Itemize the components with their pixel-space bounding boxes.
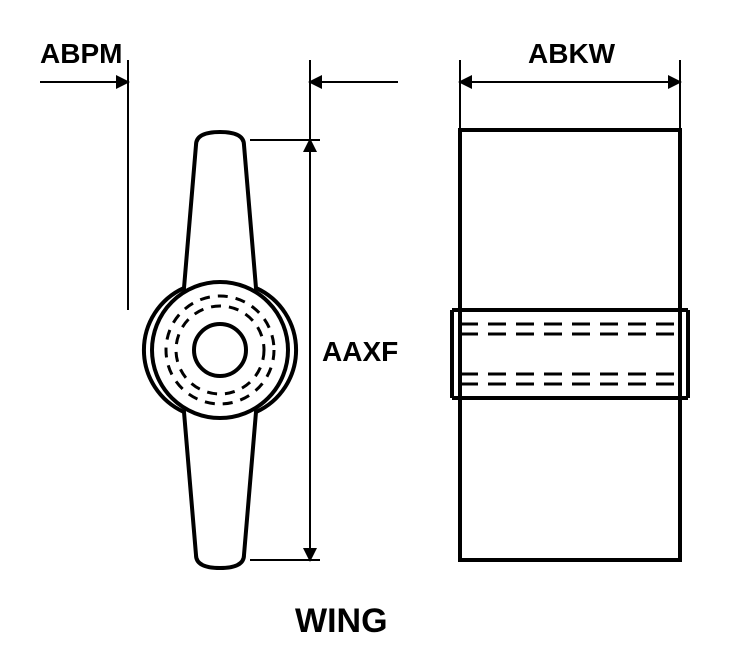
label-abpm: ABPM [40, 38, 122, 70]
dim-abkw [460, 60, 680, 130]
label-aaxf: AAXF [322, 336, 398, 368]
label-abkw: ABKW [528, 38, 615, 70]
label-wing-title: WING [295, 602, 388, 641]
dim-abpm [40, 60, 398, 310]
dim-aaxf [250, 140, 320, 560]
wing-side-view [452, 130, 688, 560]
wing-front-view [144, 132, 296, 568]
